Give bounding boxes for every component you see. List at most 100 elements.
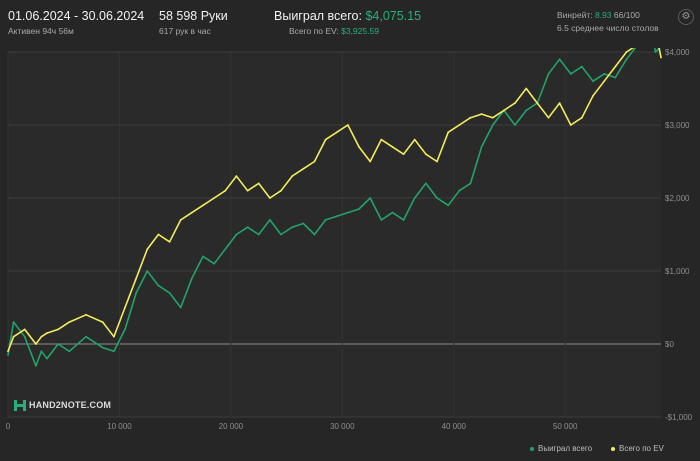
data-point [547,73,550,75]
stats-header: 01.06.2024 - 30.06.2024 Активен 94ч 56м … [0,0,700,48]
legend-item-ev[interactable]: Всего по EV [611,444,664,453]
data-point [346,211,349,214]
profit-chart: -$1,000 $0 $1,000 $2,000 $3,000 $4,000 0 10 000… [6,48,693,431]
x-tick-label: 0 [6,422,11,431]
data-point [625,51,628,53]
data-point [268,219,271,221]
data-point [625,58,628,61]
series-line-won [7,48,661,367]
data-point [235,233,238,236]
data-point [57,343,60,345]
data-point [391,211,394,214]
data-point [380,219,383,221]
data-point [124,306,126,309]
data-point [424,153,427,156]
data-point [569,73,572,75]
data-point [302,222,305,225]
data-point [324,138,327,141]
x-tick-label: 10 000 [107,422,132,431]
data-point [268,197,271,199]
data-point [654,51,657,53]
data-point [313,233,316,236]
data-point [402,153,405,156]
x-tick-label: 20 000 [219,422,244,431]
data-point [614,65,617,68]
data-point [569,124,572,126]
data-point [603,80,606,83]
data-point [514,102,516,104]
settings-gear-icon[interactable]: ⚙ [678,9,694,25]
data-point [480,146,483,148]
data-point [157,233,160,236]
hand2note-logo: HAND2NOTE.COM [14,400,112,412]
winrate-suffix: 66/100 [613,10,640,20]
data-point [246,189,249,192]
data-point [291,226,294,229]
won-total-value: $4,075.15 [365,9,422,23]
active-time: Активен 94ч 56м [8,26,74,36]
data-point [603,73,606,75]
data-point [40,350,43,353]
hands-per-hour: 617 рук в час [159,26,211,36]
x-tick-label: 30 000 [330,422,355,431]
data-point [146,270,149,272]
legend-item-won[interactable]: Выиграл всего [530,444,592,453]
data-point [380,138,383,141]
data-point [246,226,249,229]
data-point [224,248,227,251]
data-point [68,321,71,323]
data-point [34,343,37,345]
data-point [257,182,260,185]
data-point [257,233,260,236]
avg-tables: 6.5 среднее число столов [557,23,659,33]
data-point [592,80,594,83]
data-point [469,182,472,185]
data-point [112,350,115,353]
data-point [85,335,87,338]
data-point [157,284,160,287]
data-point [447,131,450,134]
data-point [358,208,360,210]
data-point [190,277,193,280]
legend-ev-label: Всего по EV [619,444,664,453]
legend-won-label: Выиграл всего [538,444,593,453]
data-point [424,182,427,185]
data-point [291,175,294,177]
legend-won-dot [530,446,534,451]
data-point [525,109,528,112]
data-point [168,240,171,243]
data-point [7,354,9,356]
data-point [146,248,149,251]
data-point [40,335,43,338]
data-point [202,204,204,207]
won-total: Выиграл всего: $4,075.15 [274,9,421,23]
data-point [458,124,461,126]
data-point [135,277,138,280]
data-point [213,262,216,265]
data-point [124,328,126,331]
data-point [480,113,483,115]
data-point [135,292,138,294]
data-point [391,146,394,148]
y-tick-label: $3,000 [665,121,690,130]
data-point [235,175,238,177]
data-point [402,219,405,221]
data-point [436,197,438,199]
data-point [190,211,193,214]
data-point [346,124,349,126]
data-point [592,94,594,97]
plot-area [8,52,661,417]
data-point [413,197,416,199]
data-point [536,102,539,104]
date-range[interactable]: 01.06.2024 - 30.06.2024 [8,9,145,23]
ev-total: Всего по EV: $3,925.59 [289,26,379,36]
data-point [369,197,372,199]
data-point [514,124,516,126]
data-point [68,350,71,353]
data-point [7,350,9,353]
data-point [12,321,15,323]
data-point [581,116,583,119]
data-point [469,116,472,119]
hands-count: 58 598 Руки [159,9,228,23]
hand2note-logo-text: HAND2NOTE.COM [29,400,112,410]
